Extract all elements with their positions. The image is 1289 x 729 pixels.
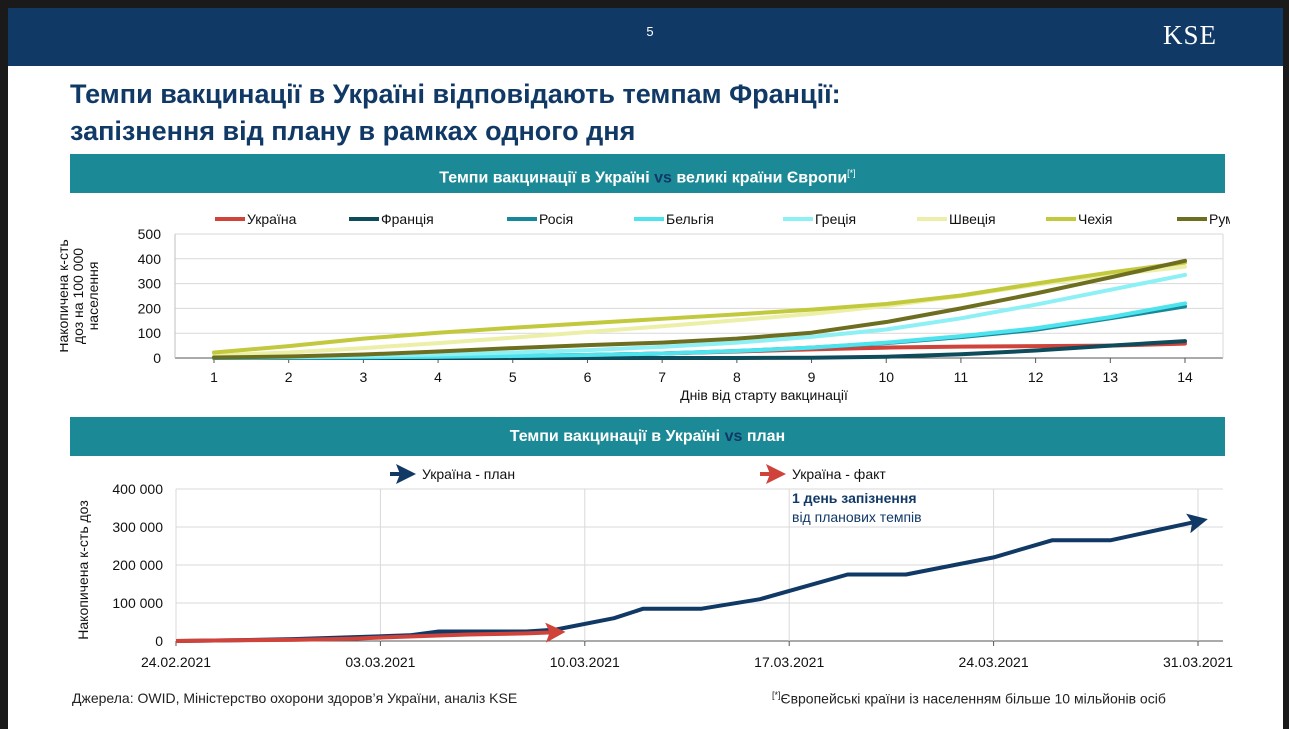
y-tick-label: 300 000 [112,519,163,535]
series-line [212,260,1187,355]
annotation-text: від планових темпів [792,509,922,525]
section-band-europe: Темпи вакцинації в Україні vs великі кра… [70,154,1225,193]
x-tick-label: 17.03.2021 [754,654,824,670]
legend-label: Чехія [1078,211,1113,227]
legend-label: Швеція [949,211,996,227]
band1-prefix: Темпи вакцинації в Україні [439,169,650,187]
x-axis-label: Днів від старту вакцинації [680,387,848,403]
band1-vs: vs [654,169,672,187]
x-tick-label: 31.03.2021 [1163,654,1233,670]
x-tick-label: 11 [954,369,969,385]
y-tick-label: 200 [138,300,162,316]
title-line-1: Темпи вакцинації в Україні відповідають … [70,79,841,109]
x-tick-label: 6 [584,369,592,385]
y-axis-label: Накопичена к-сть доз [75,500,91,639]
legend-label: Україна - факт [792,466,886,482]
x-tick-label: 13 [1103,369,1119,385]
y-tick-label: 400 000 [112,481,163,497]
footer-sources: Джерела: OWID, Міністерство охорони здор… [72,690,518,706]
x-tick-label: 2 [285,369,293,385]
legend-label: Україна - план [422,466,515,482]
x-tick-label: 24.03.2021 [959,654,1029,670]
x-tick-label: 5 [509,369,517,385]
legend-label: Україна [247,211,297,227]
annotation-title: 1 день запізнення [792,490,917,506]
band2-suffix: план [746,428,786,445]
x-tick-label: 7 [658,369,666,385]
legend-label: Франція [381,211,434,227]
header-bar [8,8,1283,66]
y-tick-label: 100 [138,325,162,341]
x-tick-label: 8 [733,369,741,385]
page-title: Темпи вакцинації в Україні відповідають … [70,76,1070,150]
y-tick-label: 100 000 [112,595,163,611]
y-tick-label: 200 000 [112,557,163,573]
x-tick-label: 4 [434,369,442,385]
footer-note: [*]Європейські країни із населенням біль… [772,690,1166,707]
x-tick-label: 14 [1177,369,1193,385]
window-frame-left [0,0,8,729]
y-tick-label: 300 [138,276,162,292]
legend-label: Греція [815,211,856,227]
chart-plan: 0 100 000 200 000 300 000 400 000 24.02.2021 0… [75,464,1233,670]
y-tick-label: 0 [153,350,161,366]
footer-note-mark: [*] [772,690,781,700]
x-tick-label: 3 [359,369,367,385]
band2-prefix: Темпи вакцинації в Україні [509,428,721,445]
legend-label: Румунія [1209,211,1230,227]
kse-logo: KSE [1163,20,1218,50]
band1-note: [*] [847,168,856,178]
x-tick-label: 10 [878,369,894,385]
plan-series-line [175,513,1208,643]
footer-note-text: Європейські країни із населенням більше … [780,690,1166,707]
x-tick-label: 12 [1028,369,1044,385]
x-tick-label: 10.03.2021 [550,654,620,670]
y-tick-label: 500 [138,226,162,242]
title-line-2: запізнення від плану в рамках одного дня [70,116,636,146]
legend-label: Бельгія [666,211,714,227]
x-tick-label: 03.03.2021 [345,654,415,670]
section-band-plan: Темпи вакцинації в Україні vs план [70,417,1225,456]
y-axis-label-line: Накопичена к-сть [60,239,71,352]
fact-series-line [175,622,566,643]
x-tick-label: 9 [808,369,816,385]
x-tick-label: 24.02.2021 [141,654,211,670]
series-line [212,258,1187,360]
page-number: 5 [646,24,654,39]
y-axis-label: Накопичена к-стьдоз на 100 000населення [60,239,101,352]
band1-suffix: великі країни Європи [676,169,848,187]
y-axis-label-line: доз на 100 000 [70,248,86,344]
y-axis-label-line: населення [85,262,101,331]
x-tick-label: 1 [210,369,218,385]
window-frame-top [0,0,1289,8]
band2-vs: vs [724,428,743,445]
window-frame-right [1283,0,1289,729]
legend-label: Росія [539,211,573,227]
y-tick-label: 0 [155,633,163,649]
y-tick-label: 400 [138,251,162,267]
